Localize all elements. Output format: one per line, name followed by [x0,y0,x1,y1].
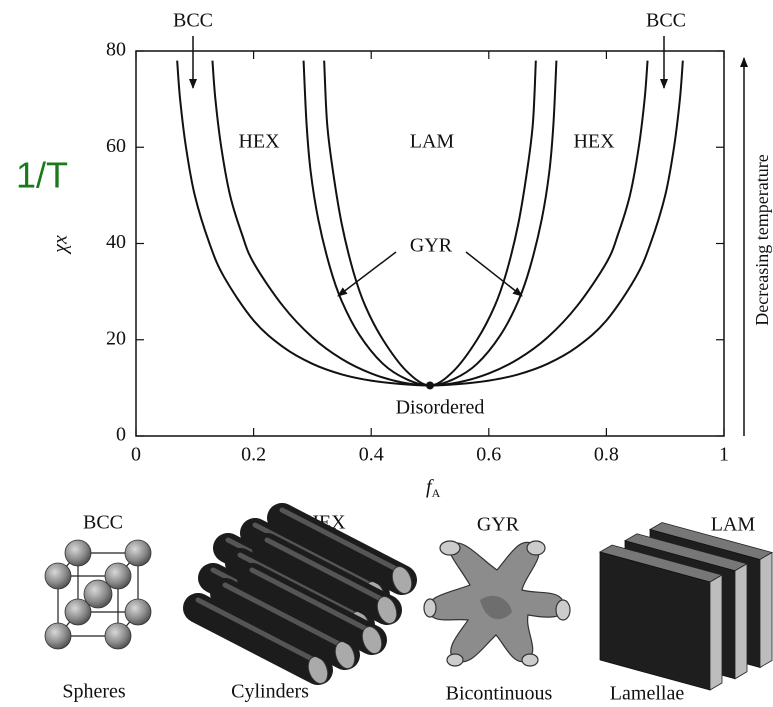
arrow [466,252,522,296]
lamella-edge [735,564,747,679]
structure-label: LAM [711,514,756,536]
bcc-drawing [45,540,151,649]
x-tick-label: 0.8 [594,444,619,466]
annotation: BCC [646,10,686,32]
structure-label: BCC [83,512,123,534]
phase-boundary [212,61,647,386]
critical-point [426,381,434,389]
annotation: HEX [573,131,615,153]
y-tick-label: 80 [106,39,126,61]
x-tick-label: 0.6 [476,444,501,466]
phase-boundary [324,61,536,386]
annotation: Disordered [396,397,485,419]
structure-caption: Bicontinuous [446,683,553,705]
gyr-drawing [424,541,570,666]
y-tick-label: 0 [116,424,126,446]
annotation: HEX [238,131,280,153]
illustrations: BCC HEX GYR LAM Spheres Cylinders Bicont… [45,510,772,705]
y-tick-label: 60 [106,135,126,157]
x-tick-label: 1 [719,444,729,466]
lamella-edge [760,553,772,668]
annotation: GYR [410,235,453,257]
y-axis-label: χx [50,235,72,255]
annotation: Decreasing temperature [752,154,772,325]
x-axis-label: fA [426,476,441,500]
structure-caption: Cylinders [231,681,309,703]
lam-drawing [600,523,772,691]
y-tick-label: 40 [106,231,126,253]
x-tick-label: 0 [131,444,141,466]
phase-boundary [177,61,683,386]
structure-caption: Lamellae [610,683,685,705]
figure: 02040608000.20.40.60.81 BCC BCC HEX LAM … [0,0,773,707]
y-tick-label: 20 [106,327,126,349]
hex-drawing [198,510,415,686]
structure-label: GYR [477,514,520,536]
lamella-edge [710,575,722,690]
structure-caption: Spheres [62,681,126,703]
x-tick-label: 0.4 [359,444,384,466]
x-axis-label-sub: A [432,486,441,500]
annotation: LAM [410,131,455,153]
annotation: 1/T [16,155,68,196]
x-tick-label: 0.2 [241,444,266,466]
annotation: BCC [173,10,213,32]
arrow [338,252,396,296]
